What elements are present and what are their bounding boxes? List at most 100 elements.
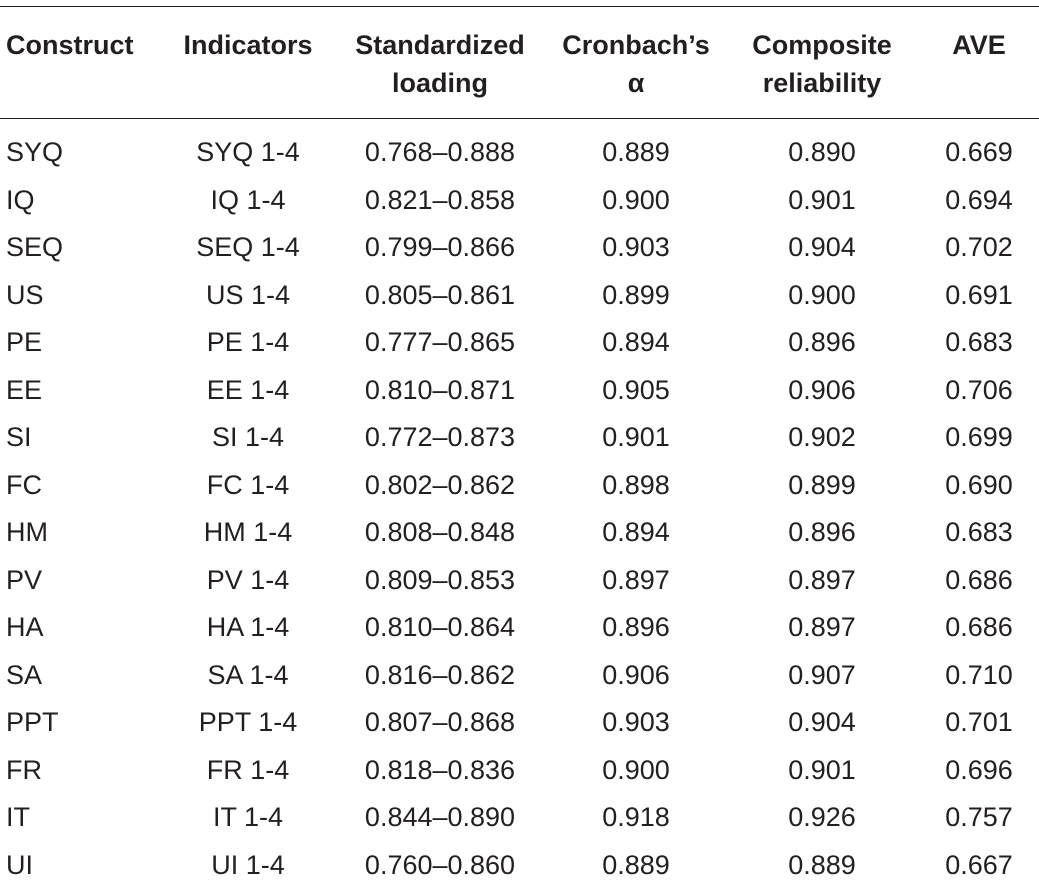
cell-composite-reliability: 0.926 (744, 794, 900, 842)
cell-construct: SI (6, 414, 32, 462)
cell-ave: 0.706 (940, 367, 1018, 415)
header-cronbachs-alpha: Cronbach’s α (550, 26, 722, 102)
cell-indicators: PPT 1-4 (178, 699, 318, 747)
cell-construct: PPT (6, 699, 59, 747)
cell-standardized-loading: 0.844–0.890 (348, 794, 532, 842)
cell-cronbachs-alpha: 0.903 (556, 224, 716, 272)
cell-ave: 0.696 (940, 747, 1018, 795)
cell-indicators: EE 1-4 (178, 367, 318, 415)
table-row: FR FR 1-4 0.818–0.836 0.900 0.901 0.696 (0, 747, 1039, 795)
cell-construct: FC (6, 462, 42, 510)
cell-construct: SA (6, 652, 42, 700)
table-header-rule (0, 118, 1039, 119)
cell-standardized-loading: 0.777–0.865 (348, 319, 532, 367)
cell-ave: 0.702 (940, 224, 1018, 272)
cell-indicators: SYQ 1-4 (178, 129, 318, 177)
cell-construct: HM (6, 509, 48, 557)
cell-cronbachs-alpha: 0.898 (556, 462, 716, 510)
cell-construct: HA (6, 604, 44, 652)
cell-standardized-loading: 0.821–0.858 (348, 177, 532, 225)
cell-composite-reliability: 0.897 (744, 604, 900, 652)
cell-indicators: SI 1-4 (178, 414, 318, 462)
cell-composite-reliability: 0.901 (744, 177, 900, 225)
cell-composite-reliability: 0.896 (744, 319, 900, 367)
cell-ave: 0.757 (940, 794, 1018, 842)
cell-construct: IQ (6, 177, 35, 225)
table-top-rule (0, 6, 1039, 7)
header-construct: Construct (6, 26, 134, 64)
cell-ave: 0.691 (940, 272, 1018, 320)
cell-cronbachs-alpha: 0.900 (556, 747, 716, 795)
table-row: IT IT 1-4 0.844–0.890 0.918 0.926 0.757 (0, 794, 1039, 842)
cell-cronbachs-alpha: 0.918 (556, 794, 716, 842)
cell-indicators: IT 1-4 (178, 794, 318, 842)
cell-ave: 0.686 (940, 604, 1018, 652)
cell-ave: 0.686 (940, 557, 1018, 605)
cell-cronbachs-alpha: 0.897 (556, 557, 716, 605)
header-indicators: Indicators (178, 26, 318, 64)
cell-indicators: PV 1-4 (178, 557, 318, 605)
cell-composite-reliability: 0.902 (744, 414, 900, 462)
cell-standardized-loading: 0.808–0.848 (348, 509, 532, 557)
cell-indicators: PE 1-4 (178, 319, 318, 367)
header-standardized-loading: Standardized loading (340, 26, 540, 102)
header-composite-reliability: Composite reliability (740, 26, 904, 102)
cell-construct: PV (6, 557, 42, 605)
cell-ave: 0.683 (940, 509, 1018, 557)
cell-cronbachs-alpha: 0.905 (556, 367, 716, 415)
cell-ave: 0.710 (940, 652, 1018, 700)
cell-composite-reliability: 0.896 (744, 509, 900, 557)
cell-ave: 0.694 (940, 177, 1018, 225)
cell-cronbachs-alpha: 0.894 (556, 509, 716, 557)
cell-composite-reliability: 0.897 (744, 557, 900, 605)
cell-standardized-loading: 0.805–0.861 (348, 272, 532, 320)
cell-composite-reliability: 0.904 (744, 224, 900, 272)
cell-construct: FR (6, 747, 42, 795)
cell-indicators: FR 1-4 (178, 747, 318, 795)
cell-ave: 0.699 (940, 414, 1018, 462)
cell-composite-reliability: 0.889 (744, 842, 900, 889)
cell-construct: UI (6, 842, 33, 889)
cell-composite-reliability: 0.907 (744, 652, 900, 700)
cell-standardized-loading: 0.807–0.868 (348, 699, 532, 747)
cell-standardized-loading: 0.818–0.836 (348, 747, 532, 795)
cell-cronbachs-alpha: 0.889 (556, 842, 716, 889)
cell-composite-reliability: 0.901 (744, 747, 900, 795)
cell-standardized-loading: 0.810–0.871 (348, 367, 532, 415)
cell-standardized-loading: 0.816–0.862 (348, 652, 532, 700)
cell-cronbachs-alpha: 0.896 (556, 604, 716, 652)
cell-construct: SYQ (6, 129, 63, 177)
cell-construct: US (6, 272, 44, 320)
cell-indicators: HA 1-4 (178, 604, 318, 652)
table-row: US US 1-4 0.805–0.861 0.899 0.900 0.691 (0, 272, 1039, 320)
cell-composite-reliability: 0.890 (744, 129, 900, 177)
cell-composite-reliability: 0.900 (744, 272, 900, 320)
cell-indicators: SA 1-4 (178, 652, 318, 700)
cell-composite-reliability: 0.904 (744, 699, 900, 747)
cell-cronbachs-alpha: 0.901 (556, 414, 716, 462)
cell-cronbachs-alpha: 0.894 (556, 319, 716, 367)
cell-standardized-loading: 0.799–0.866 (348, 224, 532, 272)
cell-ave: 0.701 (940, 699, 1018, 747)
cell-cronbachs-alpha: 0.899 (556, 272, 716, 320)
cell-construct: IT (6, 794, 30, 842)
cell-composite-reliability: 0.899 (744, 462, 900, 510)
cell-indicators: HM 1-4 (178, 509, 318, 557)
table-row: HM HM 1-4 0.808–0.848 0.894 0.896 0.683 (0, 509, 1039, 557)
cell-indicators: IQ 1-4 (178, 177, 318, 225)
cell-standardized-loading: 0.768–0.888 (348, 129, 532, 177)
cell-standardized-loading: 0.802–0.862 (348, 462, 532, 510)
cell-indicators: US 1-4 (178, 272, 318, 320)
